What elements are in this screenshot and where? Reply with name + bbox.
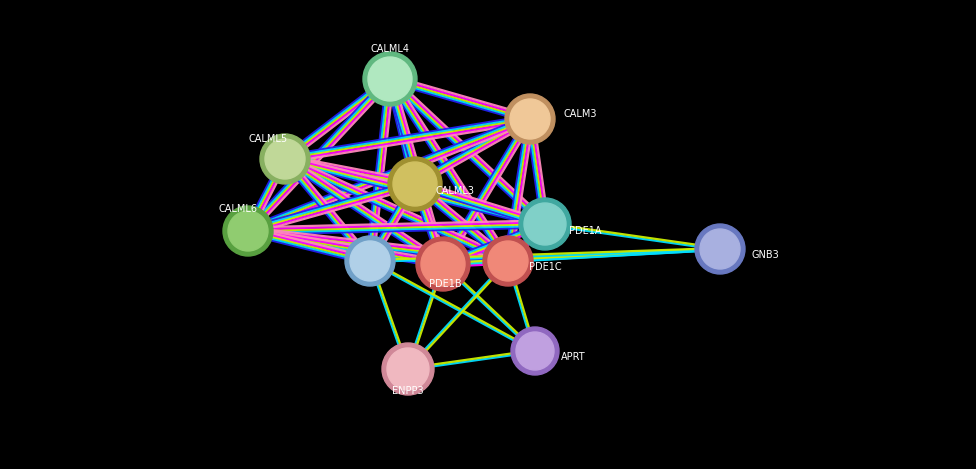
Text: PDE1B: PDE1B	[428, 279, 462, 289]
Circle shape	[516, 332, 554, 370]
Text: ENPP3: ENPP3	[392, 386, 424, 396]
Circle shape	[483, 236, 533, 286]
Text: CALML5: CALML5	[249, 134, 288, 144]
Text: GNB3: GNB3	[752, 250, 779, 260]
Circle shape	[505, 94, 555, 144]
Text: CALML6: CALML6	[219, 204, 258, 214]
Circle shape	[388, 157, 442, 211]
Circle shape	[382, 343, 434, 395]
Circle shape	[519, 198, 571, 250]
Circle shape	[416, 237, 470, 291]
Circle shape	[488, 241, 528, 281]
Circle shape	[511, 327, 559, 375]
Circle shape	[524, 203, 566, 245]
Circle shape	[345, 236, 395, 286]
Circle shape	[700, 229, 740, 269]
Text: PDE1C: PDE1C	[529, 262, 561, 272]
Circle shape	[228, 211, 268, 251]
Circle shape	[387, 348, 429, 390]
Circle shape	[350, 241, 390, 281]
Circle shape	[421, 242, 465, 286]
Text: CALML4: CALML4	[371, 44, 410, 54]
Circle shape	[223, 206, 273, 256]
Circle shape	[368, 57, 412, 101]
Text: CALML3: CALML3	[435, 186, 474, 196]
Circle shape	[260, 134, 310, 184]
Text: CALM3: CALM3	[563, 109, 596, 119]
Circle shape	[265, 139, 305, 179]
Circle shape	[393, 162, 437, 206]
Text: APRT: APRT	[560, 352, 586, 362]
Circle shape	[510, 99, 550, 139]
Text: PDE1A: PDE1A	[569, 226, 601, 236]
Circle shape	[363, 52, 417, 106]
Circle shape	[695, 224, 745, 274]
